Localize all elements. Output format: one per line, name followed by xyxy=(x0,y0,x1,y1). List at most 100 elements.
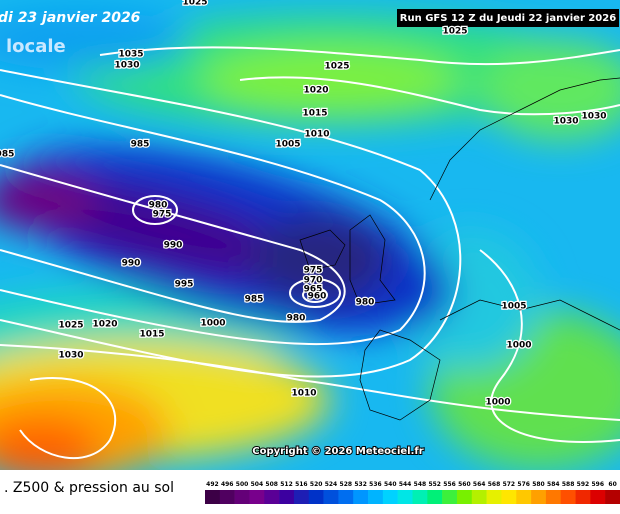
isobar xyxy=(99,46,620,66)
legend-swatch xyxy=(338,490,354,504)
isobar-label: 1000 xyxy=(200,319,225,329)
legend-swatch xyxy=(427,490,443,504)
legend-label: 584 xyxy=(547,481,560,488)
isobar-label: 1030 xyxy=(553,117,578,127)
isobar-label: 1025 xyxy=(324,62,349,72)
legend-label: 520 xyxy=(310,481,323,488)
isobar-label: 985 xyxy=(245,295,264,305)
legend-swatch xyxy=(531,490,547,504)
isobar xyxy=(479,249,620,443)
coastline xyxy=(299,229,346,271)
isobar-label: 975 xyxy=(153,210,172,220)
isobar-label: 1005 xyxy=(275,140,300,150)
isobar xyxy=(132,195,178,225)
legend-swatch xyxy=(234,490,250,504)
isobar-label: 1035 xyxy=(118,50,143,60)
isobar-label: 1005 xyxy=(501,302,526,312)
legend-swatch xyxy=(279,490,295,504)
isobar xyxy=(19,377,117,460)
legend-swatch xyxy=(264,490,280,504)
coastlines xyxy=(299,77,620,421)
legend-swatch xyxy=(368,490,384,504)
legend-swatch xyxy=(412,490,428,504)
isobar-label: 1025 xyxy=(442,27,467,37)
legend-label: 572 xyxy=(503,481,516,488)
legend-label: 492 xyxy=(206,481,219,488)
isobar xyxy=(239,76,620,116)
legend-label: 580 xyxy=(532,481,545,488)
coastline xyxy=(429,77,620,201)
isobar-label: 1025 xyxy=(58,321,83,331)
isobar xyxy=(289,278,341,308)
legend-swatch xyxy=(353,490,369,504)
isobar-label: 990 xyxy=(122,259,141,269)
legend-swatch xyxy=(605,490,620,504)
legend-label: 516 xyxy=(295,481,308,488)
legend-label: 504 xyxy=(251,481,264,488)
legend-swatch xyxy=(590,490,606,504)
isobar-labels: 1025102510351030102510201015101010059859… xyxy=(0,0,608,409)
legend-label: 556 xyxy=(443,481,456,488)
isobar-label: 1030 xyxy=(114,61,139,71)
legend-swatch xyxy=(293,490,310,504)
legend-label: 596 xyxy=(592,481,605,488)
legend-swatch xyxy=(575,490,591,504)
legend-swatch xyxy=(323,490,339,504)
legend-label: 512 xyxy=(280,481,293,488)
isobar-label: 1000 xyxy=(506,341,531,351)
legend-label: 552 xyxy=(428,481,441,488)
isobar-label: 965 xyxy=(304,285,323,295)
legend-swatch xyxy=(219,490,235,504)
legend-label: 592 xyxy=(577,481,590,488)
isobar-label: 960 xyxy=(308,292,327,302)
legend-swatch xyxy=(382,490,398,504)
isobar-label: 1015 xyxy=(139,330,164,340)
isobar-label: 1010 xyxy=(291,389,316,399)
isobar xyxy=(0,164,346,323)
legend-swatch xyxy=(205,490,221,504)
legend-swatch xyxy=(501,490,517,504)
coastline xyxy=(439,299,620,331)
legend-swatch xyxy=(486,490,502,504)
isobar-label: 1030 xyxy=(581,112,606,122)
footer-title: . Z500 & pression au sol xyxy=(4,480,174,496)
legend-label: 528 xyxy=(340,481,353,488)
legend-label: 588 xyxy=(562,481,575,488)
isobar-label: 1020 xyxy=(92,320,117,330)
legend-label: 524 xyxy=(325,481,338,488)
legend-swatch xyxy=(560,490,576,504)
run-box xyxy=(397,9,619,27)
isobar-label: 990 xyxy=(164,241,183,251)
isobar xyxy=(0,94,426,346)
copyright: Copyright © 2026 Meteociel.fr xyxy=(252,446,423,457)
legend-swatch xyxy=(442,490,458,504)
legend-swatch xyxy=(545,490,562,504)
map-subtitle: locale xyxy=(6,36,66,57)
legend-swatch xyxy=(308,490,324,504)
legend-swatch xyxy=(456,490,473,504)
isobar-label: 1000 xyxy=(485,398,510,408)
isobar xyxy=(0,344,620,421)
coastline xyxy=(349,214,396,306)
legend-swatch xyxy=(249,490,265,504)
isobar-label: 985 xyxy=(0,150,14,160)
isobar-label: 1020 xyxy=(303,86,328,96)
isobar-label: 985 xyxy=(131,140,150,150)
map-date: di 23 janvier 2026 xyxy=(0,10,141,26)
legend-label: 568 xyxy=(488,481,501,488)
legend-label: 508 xyxy=(265,481,278,488)
isobar-label: 1010 xyxy=(304,130,329,140)
legend-label: 540 xyxy=(384,481,397,488)
legend-label: 564 xyxy=(473,481,486,488)
isobar-label: 980 xyxy=(149,201,168,211)
legend-label: 576 xyxy=(517,481,530,488)
legend-label: 536 xyxy=(369,481,382,488)
legend-label: 60 xyxy=(608,481,616,488)
coastline xyxy=(359,329,441,421)
legend: 492 496 500 504 508 512 516 520 524 528 532 536 540 5… xyxy=(205,481,620,504)
isobar-label: 980 xyxy=(287,314,306,324)
isobar-label: 995 xyxy=(175,280,194,290)
isobars xyxy=(0,46,620,460)
isobar-label: 1030 xyxy=(58,351,83,361)
